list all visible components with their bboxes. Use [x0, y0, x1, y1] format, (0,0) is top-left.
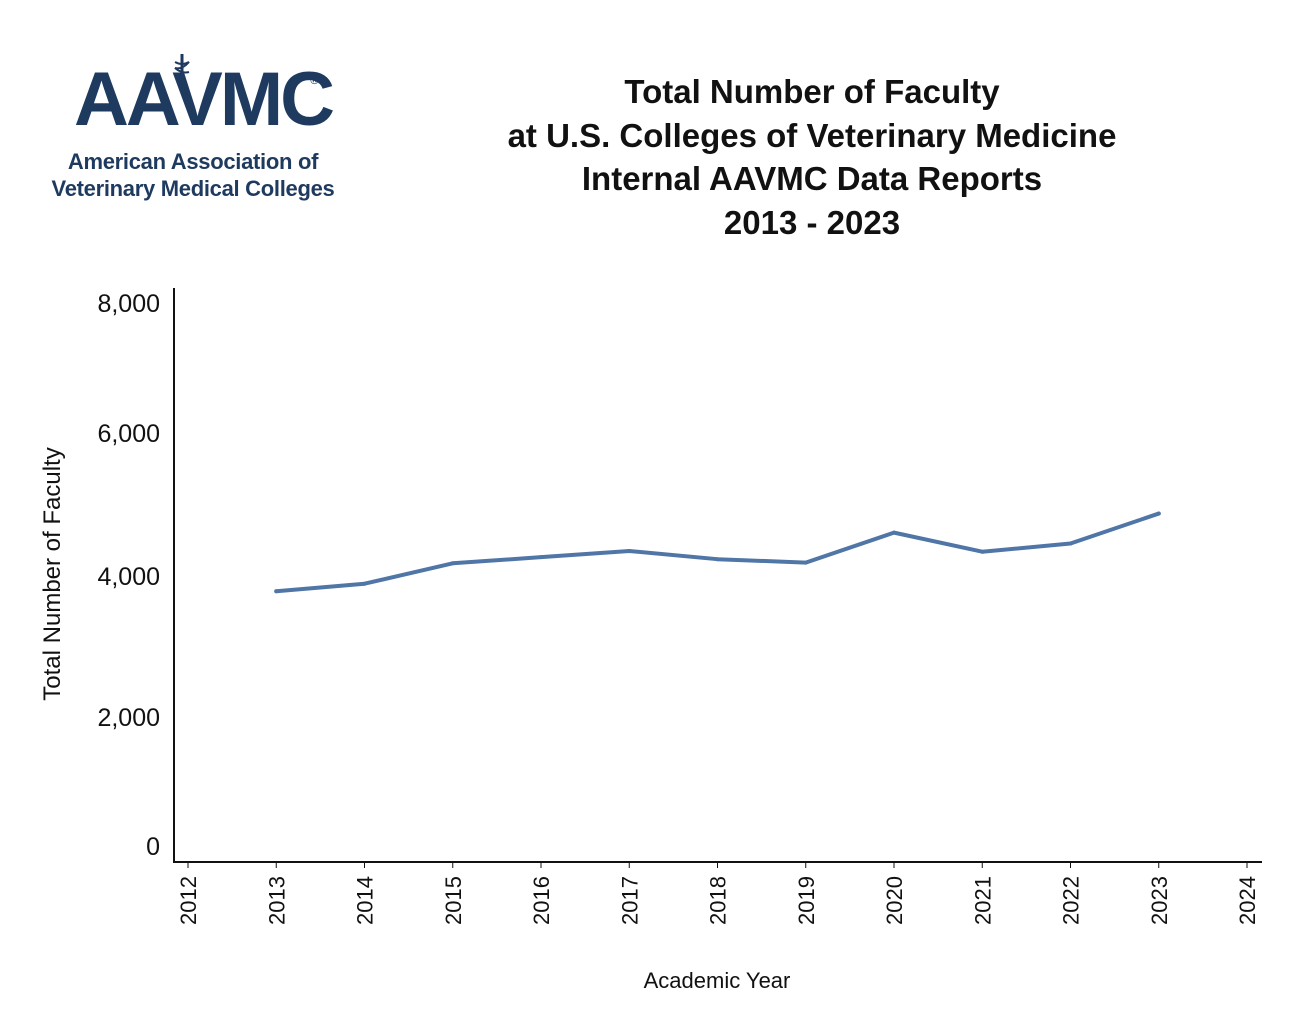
logo-wordmark: AAVMC — [74, 57, 335, 142]
x-axis-label: Academic Year — [644, 968, 791, 993]
y-tick-label: 4,000 — [97, 563, 160, 591]
y-tick-label: 8,000 — [97, 290, 160, 318]
x-tick-label: 2013 — [264, 876, 289, 925]
x-tick-label: 2016 — [529, 876, 554, 925]
y-tick-label: 0 — [146, 833, 160, 861]
data-point — [1068, 541, 1073, 546]
x-tick-label: 2019 — [794, 876, 819, 925]
x-tick-label: 2023 — [1147, 876, 1172, 925]
logo-subtitle-line1: American Association of — [67, 149, 319, 174]
data-point — [1156, 511, 1161, 516]
data-point — [627, 549, 632, 554]
registered-mark: ® — [309, 74, 320, 87]
x-tick-label: 2022 — [1059, 876, 1084, 925]
y-axis-label: Total Number of Faculty — [39, 447, 66, 700]
y-axis-ticks: 0 2,000 4,000 6,000 8,000 — [97, 290, 160, 861]
chart-title-line3: Internal AAVMC Data Reports — [581, 160, 1043, 197]
chart-title: Total Number of Faculty at U.S. Colleges… — [452, 70, 1172, 244]
caduceus-icon — [174, 54, 190, 92]
data-point — [539, 555, 543, 560]
x-axis-ticks: 2012 2013 2014 2015 2016 2017 2018 2019 2020 2021… — [176, 862, 1260, 925]
x-tick-label: 2015 — [441, 876, 466, 925]
data-point — [892, 530, 896, 535]
chart-title-line4: 2013 - 2023 — [723, 203, 901, 241]
y-tick-label: 6,000 — [97, 420, 160, 448]
series-group — [274, 511, 1161, 594]
x-tick-label: 2012 — [176, 876, 201, 925]
data-point — [803, 560, 808, 565]
x-tick-label: 2020 — [882, 876, 907, 925]
data-point — [450, 561, 455, 566]
series-line — [274, 511, 1161, 594]
x-tick-label: 2024 — [1235, 876, 1260, 925]
data-point — [980, 549, 985, 554]
x-tick-label: 2021 — [970, 876, 995, 925]
x-tick-label: 2017 — [617, 876, 642, 925]
aavmc-logo: AAVMC ® American Association of Veterina… — [28, 52, 358, 212]
data-point — [715, 557, 720, 562]
logo-subtitle-line2: Veterinary Medical Colleges — [51, 176, 335, 201]
x-tick-label: 2018 — [706, 876, 731, 925]
data-point — [362, 581, 367, 586]
chart-title-line2: at U.S. Colleges of Veterinary Medicine — [507, 116, 1117, 154]
x-tick-label: 2014 — [353, 876, 378, 925]
y-tick-label: 2,000 — [97, 704, 160, 732]
logo-subtitle: American Association of Veterinary Medic… — [28, 148, 358, 202]
data-point — [274, 589, 279, 594]
chart-title-line1: Total Number of Faculty — [624, 73, 1000, 110]
